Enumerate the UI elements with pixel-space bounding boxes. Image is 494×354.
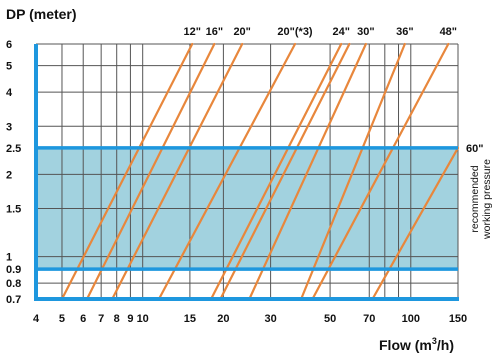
- x-tick-label: 9: [127, 313, 133, 325]
- series-label: 20"(*3): [277, 26, 313, 38]
- y-tick-label: 6: [6, 39, 12, 51]
- series-line: [111, 42, 244, 301]
- y-tick-label: 1.5: [6, 204, 21, 216]
- series-label: 24": [332, 26, 349, 38]
- series-line: [300, 42, 406, 301]
- series-label: 30": [357, 26, 374, 38]
- y-tick-label: 3: [6, 121, 12, 133]
- series-label: 36": [396, 26, 413, 38]
- y-tick-label: 0.7: [6, 294, 21, 306]
- x-tick-label: 10: [137, 313, 149, 325]
- x-tick-label: 100: [402, 313, 420, 325]
- series-line: [248, 42, 367, 301]
- x-tick-label: 4: [33, 313, 40, 325]
- series-line: [371, 146, 460, 301]
- x-tick-label: 15: [184, 313, 196, 325]
- x-axis-title-end: /h): [437, 337, 454, 353]
- series-line: [60, 42, 194, 301]
- series-line: [157, 42, 297, 301]
- y-tick-label: 2: [6, 169, 12, 181]
- x-tick-label: 7: [98, 313, 104, 325]
- series-label: 60": [466, 143, 483, 155]
- series-label: 48": [440, 26, 457, 38]
- series-label: 20": [233, 26, 250, 38]
- series-line: [219, 42, 351, 301]
- series-line: [210, 42, 343, 301]
- x-axis-title-main: Flow (m: [379, 337, 432, 353]
- x-tick-label: 30: [264, 313, 276, 325]
- band-label-line1: recommended: [469, 165, 481, 232]
- x-tick-label: 8: [114, 313, 120, 325]
- x-tick-label: 150: [449, 313, 467, 325]
- y-tick-label: 2.5: [6, 143, 21, 155]
- y-tick-label: 4: [6, 87, 13, 99]
- y-tick-label: 1: [6, 252, 12, 264]
- series-line: [311, 42, 450, 301]
- x-tick-label: 20: [217, 313, 229, 325]
- y-axis-title: DP (meter): [6, 6, 77, 22]
- series-label: 12": [183, 26, 200, 38]
- series-line: [85, 42, 216, 301]
- y-tick-label: 0.8: [6, 278, 21, 290]
- y-tick-label: 5: [6, 61, 12, 73]
- x-tick-label: 5: [59, 313, 65, 325]
- band-label-line2: working pressure: [481, 159, 493, 240]
- x-tick-label: 6: [80, 313, 86, 325]
- x-axis-title: Flow (m3/h): [379, 336, 454, 353]
- y-tick-label: 0.9: [6, 264, 21, 276]
- x-axis-title-superscript: 3: [432, 336, 437, 346]
- x-tick-label: 70: [363, 313, 375, 325]
- series-label: 16": [206, 26, 223, 38]
- x-tick-label: 50: [324, 313, 336, 325]
